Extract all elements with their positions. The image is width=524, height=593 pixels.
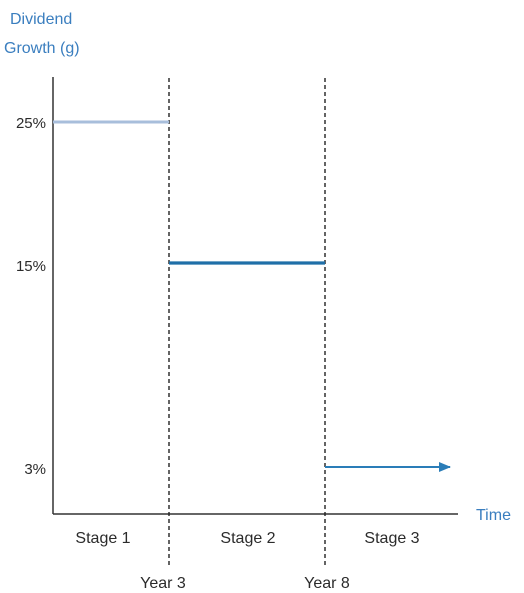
year-8-label: Year 8 — [304, 575, 350, 592]
y-tick-15: 15% — [16, 258, 46, 275]
x-axis-title: Time — [476, 507, 511, 524]
y-tick-3: 3% — [24, 461, 46, 478]
stage-2-label: Stage 2 — [220, 530, 275, 547]
year-3-label: Year 3 — [140, 575, 186, 592]
y-axis-title-line-2: Growth (g) — [4, 40, 80, 57]
y-axis-title-line-1: Dividend — [10, 11, 72, 28]
y-tick-25: 25% — [16, 115, 46, 132]
stage-3-label: Stage 3 — [364, 530, 419, 547]
stage-1-label: Stage 1 — [75, 530, 130, 547]
